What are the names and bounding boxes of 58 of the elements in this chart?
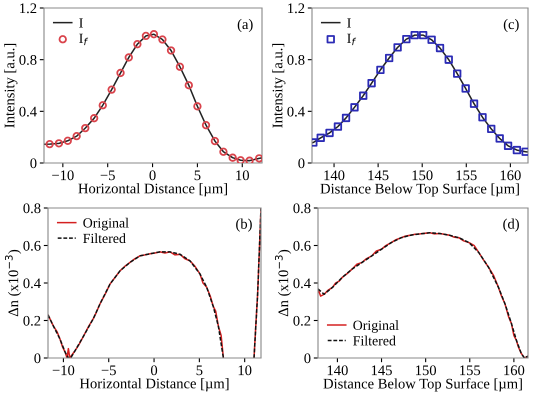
legend-label: Filtered	[83, 233, 126, 244]
y-tick-label: 0.8	[23, 203, 40, 214]
x-axis-title: Distance Below Top Surface [µm]	[320, 183, 519, 197]
y-tick-label: 1.2	[288, 3, 304, 14]
x-tick-label: 145	[372, 365, 392, 376]
y-axis-title: Intensity [a.u.]	[4, 44, 18, 128]
x-tick-label: 150	[412, 170, 433, 180]
y-axis-title: Δn (x10$^{−3}$)	[274, 250, 292, 316]
legend-label: Original	[353, 320, 399, 333]
legend-label: I$_{f}$	[347, 34, 356, 46]
y-tick-label: 0	[30, 158, 36, 168]
y-tick-label: 0.8	[19, 55, 36, 65]
y-tick-label: 0.4	[287, 106, 305, 117]
x-tick-label: 160	[504, 365, 524, 376]
x-axis-title: Horizontal Distance [µm]	[80, 378, 228, 392]
x-axis-title: Horizontal Distance [µm]	[78, 183, 227, 196]
y-axis-title: Δn (x10$^{−3}$)	[4, 250, 22, 316]
annotation: (b)	[236, 218, 252, 232]
x-axis-title: Distance Below Top Surface [µm]	[323, 378, 522, 392]
y-tick-label: 0.8	[293, 203, 310, 214]
y-axis-title: Intensity [a.u.]	[272, 44, 286, 128]
y-tick-label: 0	[304, 353, 310, 364]
y-tick-label: 0.8	[287, 55, 304, 65]
x-tick-label: 155	[460, 365, 480, 376]
y-tick-label: 0.6	[293, 240, 311, 251]
legend-label: I$_{f}$	[79, 34, 88, 46]
x-tick-label: 0	[149, 170, 156, 180]
x-tick-label: 160	[500, 170, 521, 180]
y-tick-label: 0.4	[19, 106, 37, 117]
y-tick-label: 0.4	[293, 278, 311, 288]
x-tick-label: 140	[328, 365, 348, 376]
x-tick-label: 140	[324, 170, 344, 180]
y-tick-label: 0.4	[23, 278, 41, 288]
y-tick-label: 0	[34, 353, 40, 364]
y-tick-label: 0.2	[23, 316, 40, 326]
x-tick-label: 5	[196, 366, 202, 376]
y-tick-label: 1.2	[20, 3, 36, 14]
legend-label: Original	[83, 218, 129, 230]
x-tick-label: 10	[238, 365, 252, 376]
x-tick-label: −5	[100, 170, 115, 180]
legend-label: I	[79, 18, 83, 28]
x-tick-label: 0	[150, 365, 158, 376]
x-tick-label: −10	[52, 170, 74, 180]
legend-label: I	[347, 18, 351, 28]
legend-label: Filtered	[353, 336, 396, 346]
x-tick-label: 10	[236, 170, 249, 180]
annotation: (d)	[503, 218, 519, 232]
x-tick-label: 155	[456, 170, 477, 180]
y-tick-label: 0.2	[293, 316, 310, 326]
annotation: (a)	[238, 18, 253, 32]
x-tick-label: −5	[102, 366, 116, 376]
annotation: (c)	[504, 18, 519, 32]
x-tick-label: −10	[52, 365, 74, 376]
y-tick-label: 0.6	[23, 240, 41, 251]
x-tick-label: 5	[194, 170, 200, 180]
x-tick-label: 150	[416, 365, 436, 376]
y-tick-label: 0	[298, 158, 304, 168]
x-tick-label: 145	[368, 170, 388, 180]
